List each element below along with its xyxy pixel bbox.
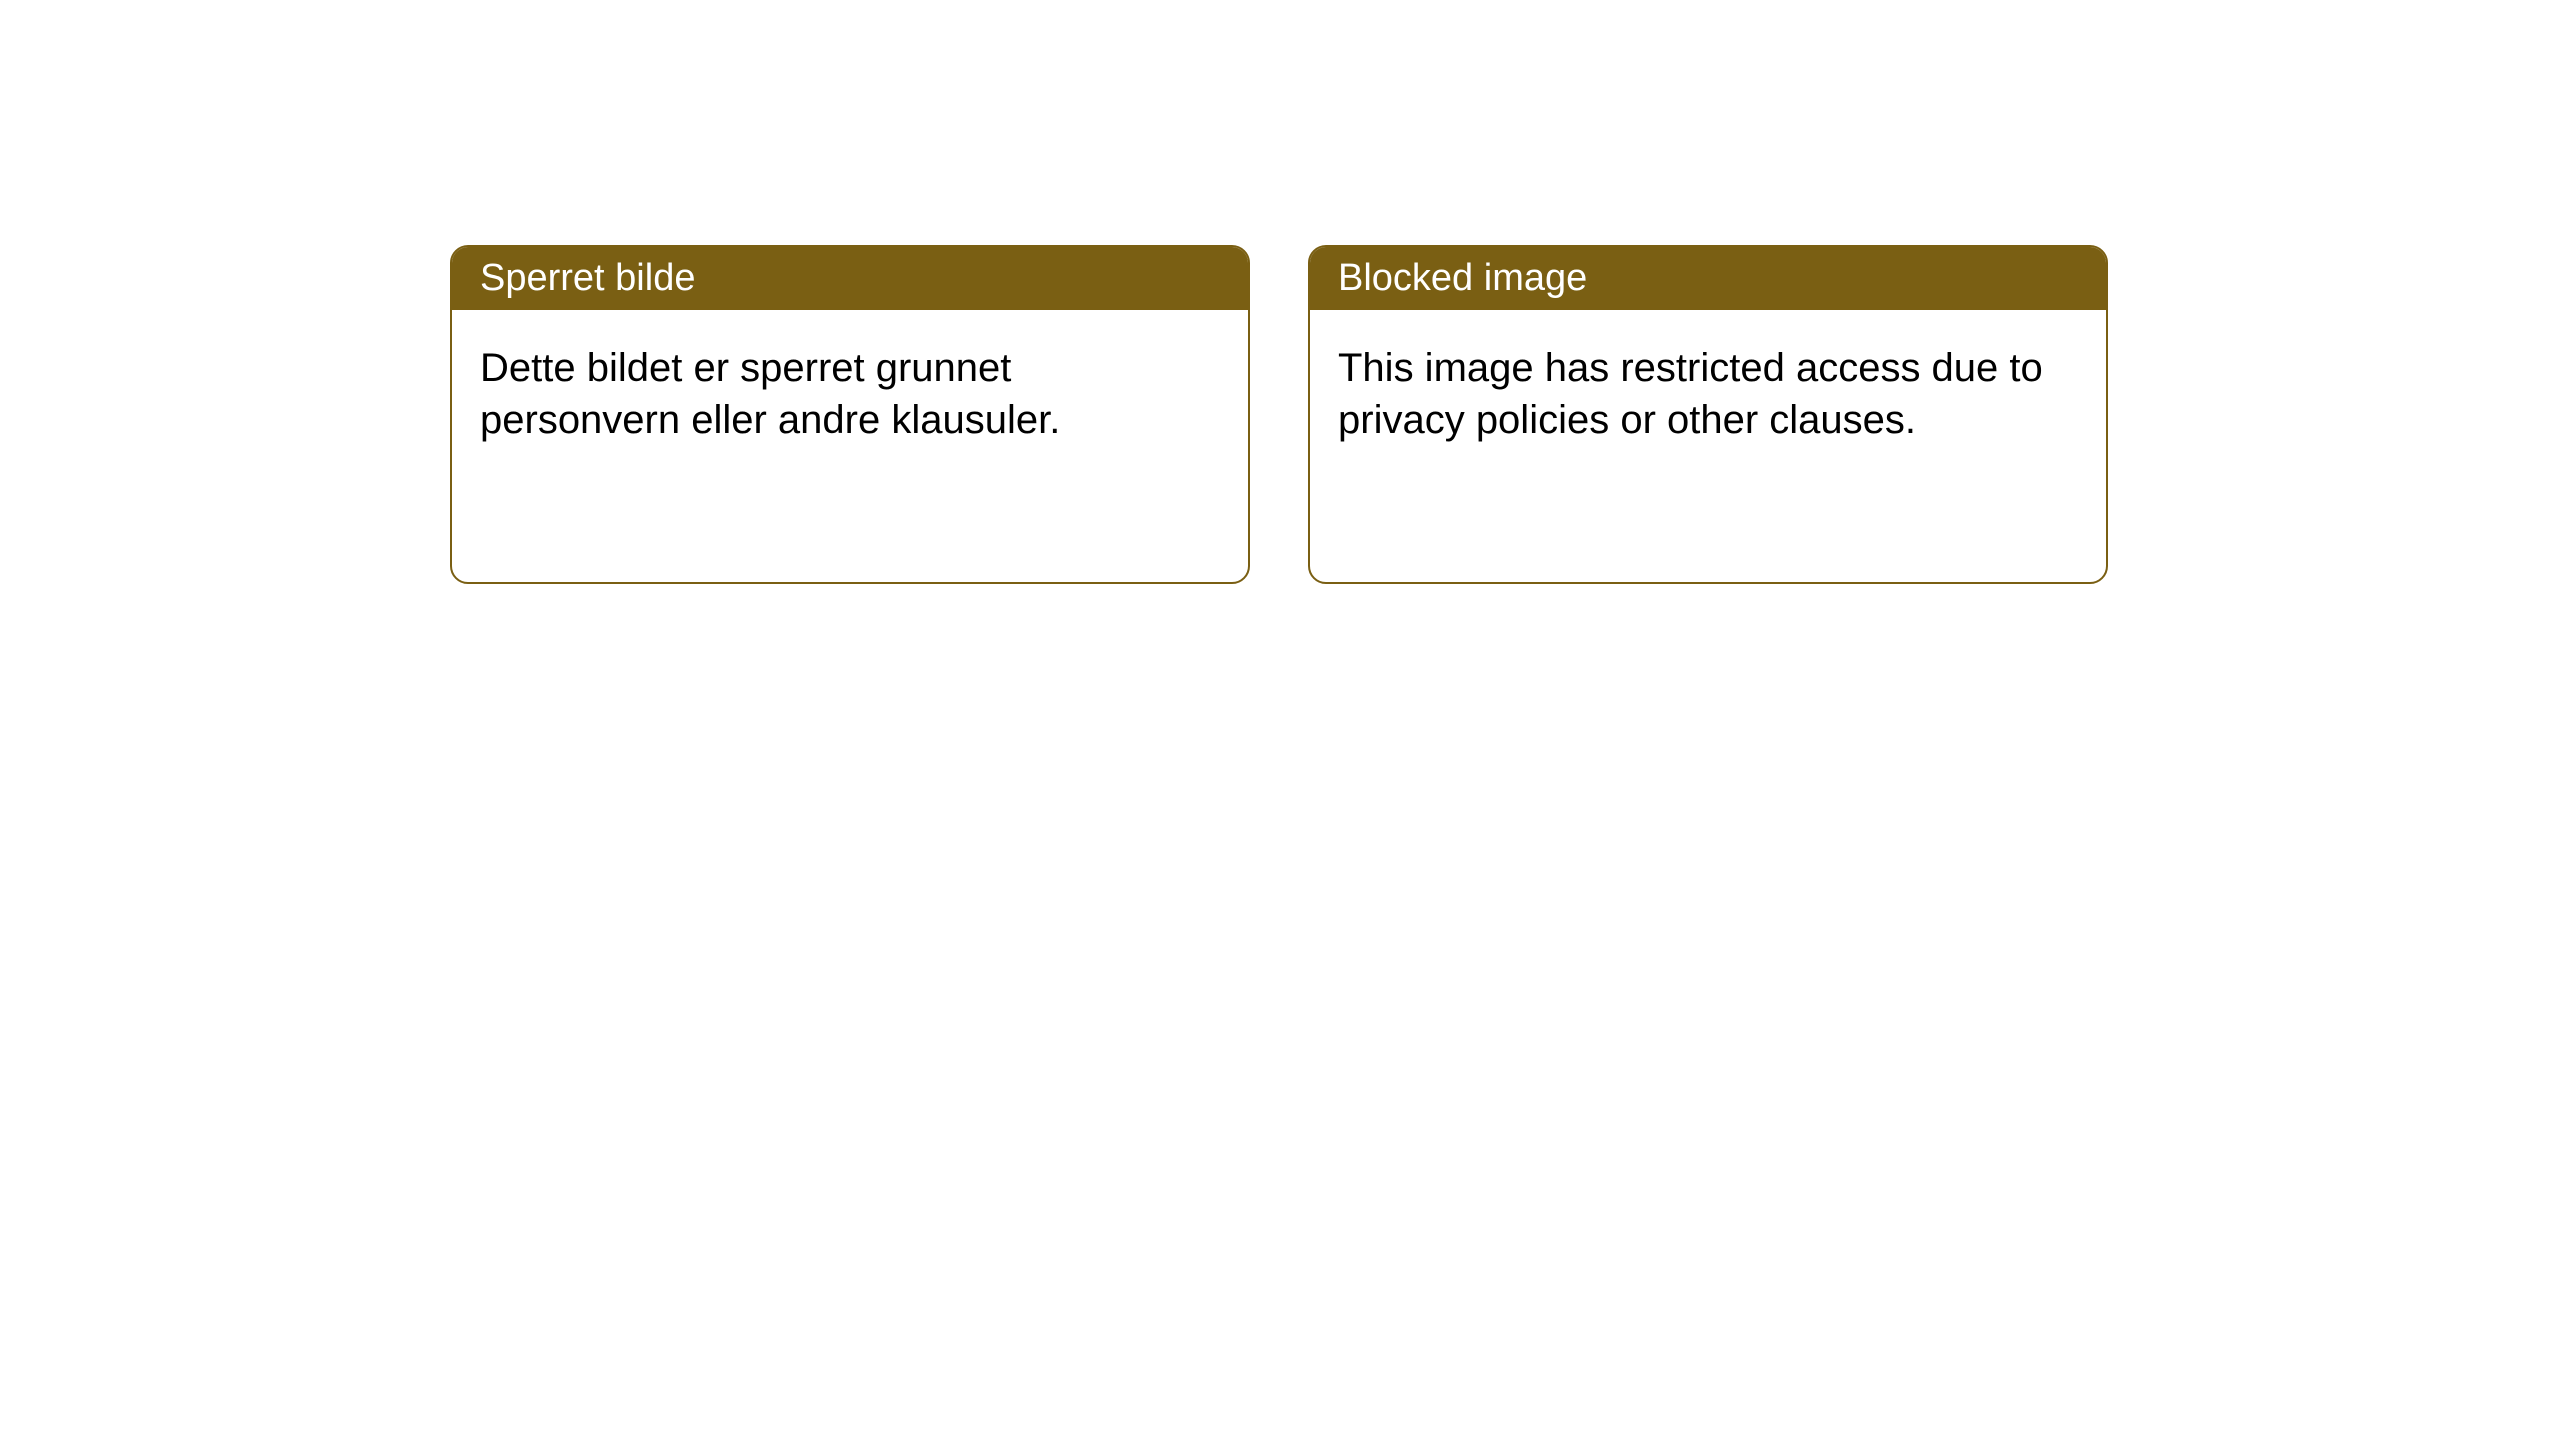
notice-container: Sperret bilde Dette bildet er sperret gr… [0, 0, 2560, 584]
notice-header: Blocked image [1310, 247, 2106, 310]
notice-message: Dette bildet er sperret grunnet personve… [480, 346, 1060, 442]
notice-card-english: Blocked image This image has restricted … [1308, 245, 2108, 584]
notice-body: This image has restricted access due to … [1310, 310, 2106, 582]
notice-title: Sperret bilde [480, 257, 695, 299]
notice-header: Sperret bilde [452, 247, 1248, 310]
notice-title: Blocked image [1338, 257, 1587, 299]
notice-card-norwegian: Sperret bilde Dette bildet er sperret gr… [450, 245, 1250, 584]
notice-body: Dette bildet er sperret grunnet personve… [452, 310, 1248, 582]
notice-message: This image has restricted access due to … [1338, 346, 2043, 442]
